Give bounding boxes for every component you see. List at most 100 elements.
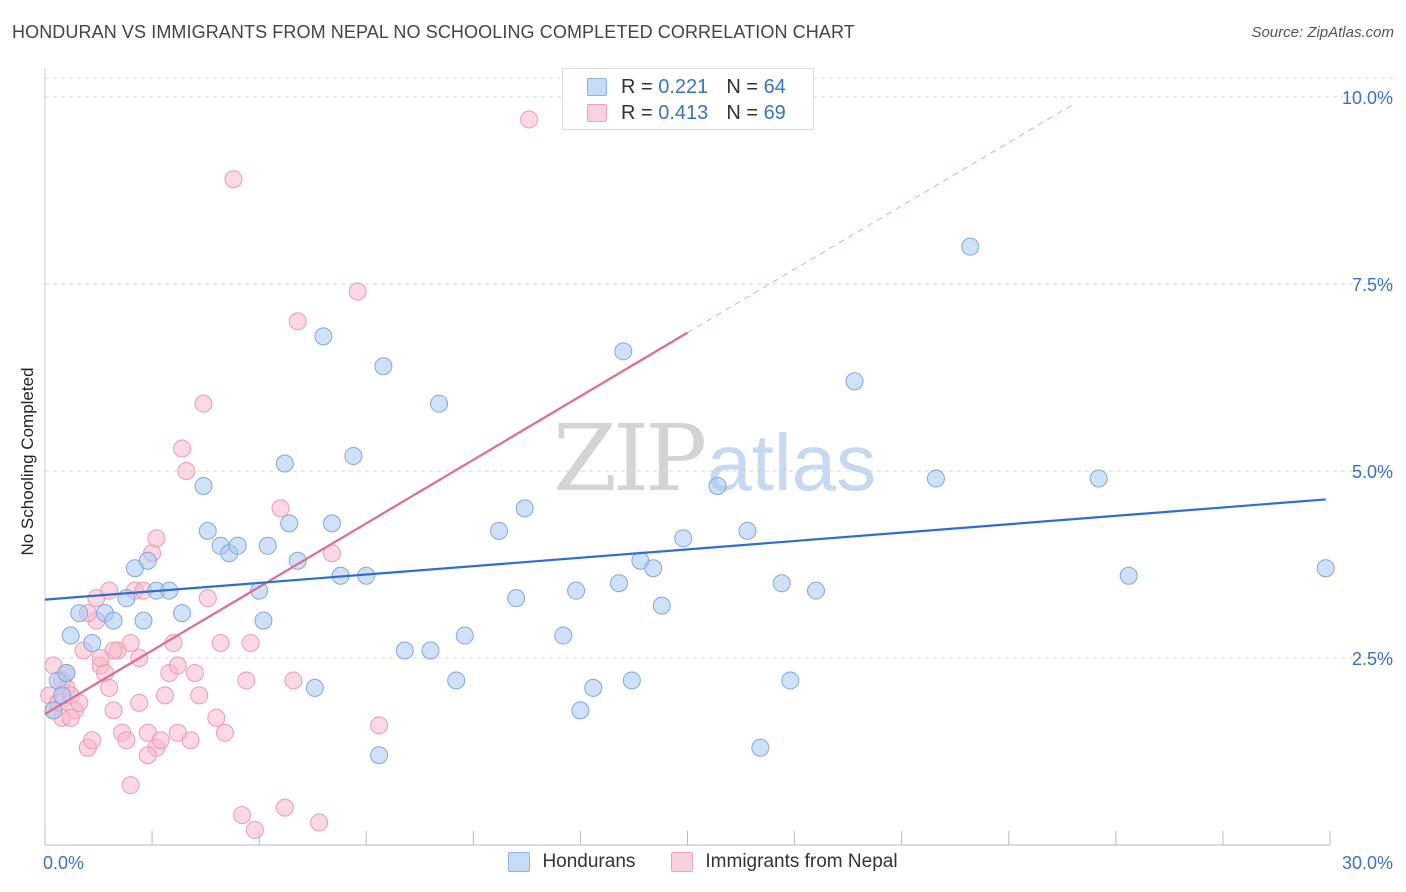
honduran-point (515, 499, 534, 518)
nepal-point (130, 693, 149, 712)
legend-item-hondurans[interactable]: Hondurans (508, 851, 635, 873)
nepal-point (168, 656, 187, 675)
honduran-point (652, 596, 671, 615)
nepal-point (104, 701, 123, 720)
honduran-point (83, 634, 102, 653)
honduran-point (609, 574, 628, 593)
legend-n-value: 69 (763, 101, 786, 124)
nepal-point (237, 671, 256, 690)
honduran-point (926, 469, 945, 488)
honduran-point (751, 738, 770, 757)
honduran-point (781, 671, 800, 690)
nepal-point (275, 798, 294, 817)
watermark-zip: ZIP (553, 405, 707, 512)
legend-swatch-blue (587, 78, 607, 96)
honduran-point (674, 529, 693, 548)
honduran-point (1119, 566, 1138, 585)
nepal-point (241, 634, 260, 653)
y-axis-label: No Schooling Completed (18, 367, 37, 555)
legend-swatch-nepal (671, 852, 694, 872)
watermark-atlas: atlas (707, 418, 877, 507)
honduran-point (275, 454, 294, 473)
honduran-point (567, 581, 586, 600)
nepal-point (117, 731, 136, 750)
legend-swatch-pink (587, 104, 607, 122)
nepal-point (147, 529, 166, 548)
honduran-point (455, 626, 474, 645)
legend-r-label: R = (621, 101, 653, 124)
nepal-point (155, 686, 174, 705)
nepal-point (138, 746, 157, 765)
honduran-trendline (44, 498, 1326, 601)
nepal-point (348, 282, 367, 301)
correlation-legend: R = 0.221 N = 64 R = 0.413 N = 69 (562, 68, 814, 130)
nepal-point (198, 589, 217, 608)
honduran-point (198, 521, 217, 540)
honduran-point (254, 611, 273, 630)
honduran-point (70, 604, 89, 623)
honduran-point (1316, 559, 1335, 578)
honduran-point (961, 237, 980, 256)
legend-swatch-hondurans (508, 852, 531, 872)
honduran-point (644, 559, 663, 578)
nepal-point (177, 462, 196, 480)
x-tick-label: 30.0% (1342, 853, 1393, 873)
nepal-point (91, 649, 110, 667)
nepal-point (233, 806, 252, 825)
honduran-point (280, 514, 299, 533)
honduran-point (622, 671, 641, 690)
nepal-point (185, 663, 204, 682)
honduran-point (314, 327, 333, 346)
honduran-point (772, 574, 791, 593)
honduran-point (584, 678, 603, 697)
nepal-point (194, 394, 213, 413)
legend-label-nepal: Immigrants from Nepal (705, 851, 898, 872)
chart-title: HONDURAN VS IMMIGRANTS FROM NEPAL NO SCH… (12, 22, 855, 42)
legend-r-value: 0.221 (658, 75, 709, 98)
x-tick-label: 0.0% (43, 853, 84, 873)
honduran-point (258, 536, 277, 555)
nepal-point (207, 708, 226, 727)
nepal-trendline (44, 331, 689, 716)
legend-n-label: N = (726, 101, 758, 124)
legend-item-nepal[interactable]: Immigrants from Nepal (671, 851, 898, 873)
nepal-point (211, 634, 230, 653)
honduran-point (708, 476, 727, 495)
honduran-point (322, 514, 341, 533)
nepal-point (224, 170, 243, 189)
y-tick-label: 7.5% (1352, 275, 1393, 295)
honduran-point (554, 626, 573, 645)
y-tick-label: 5.0% (1352, 462, 1393, 482)
nepal-point (215, 723, 234, 742)
honduran-point (134, 611, 153, 630)
nepal-point (284, 671, 303, 690)
y-tick-label: 10.0% (1342, 88, 1393, 108)
nepal-point (288, 312, 307, 331)
honduran-point (614, 342, 633, 361)
honduran-point (571, 701, 590, 720)
honduran-point (807, 581, 825, 600)
nepal-point (520, 110, 539, 129)
honduran-point (421, 641, 440, 660)
nepal-point (168, 723, 187, 742)
honduran-point (57, 663, 76, 682)
nepal-point (100, 581, 119, 600)
honduran-point (447, 671, 466, 690)
honduran-point (228, 536, 247, 555)
honduran-point (845, 372, 864, 391)
honduran-point (288, 551, 307, 570)
honduran-point (738, 521, 757, 540)
legend-row-nepal: R = 0.413 N = 69 (587, 101, 786, 125)
nepal-point (151, 731, 170, 750)
honduran-point (173, 604, 192, 623)
honduran-point (370, 746, 389, 765)
honduran-point (1089, 469, 1108, 488)
nepal-point (370, 716, 389, 735)
nepal-point (83, 731, 102, 750)
legend-r-value: 0.413 (658, 101, 709, 124)
nepal-point (100, 678, 119, 697)
honduran-point (490, 521, 509, 540)
honduran-point (507, 589, 526, 608)
nepal-trendline-extension (687, 104, 1074, 334)
